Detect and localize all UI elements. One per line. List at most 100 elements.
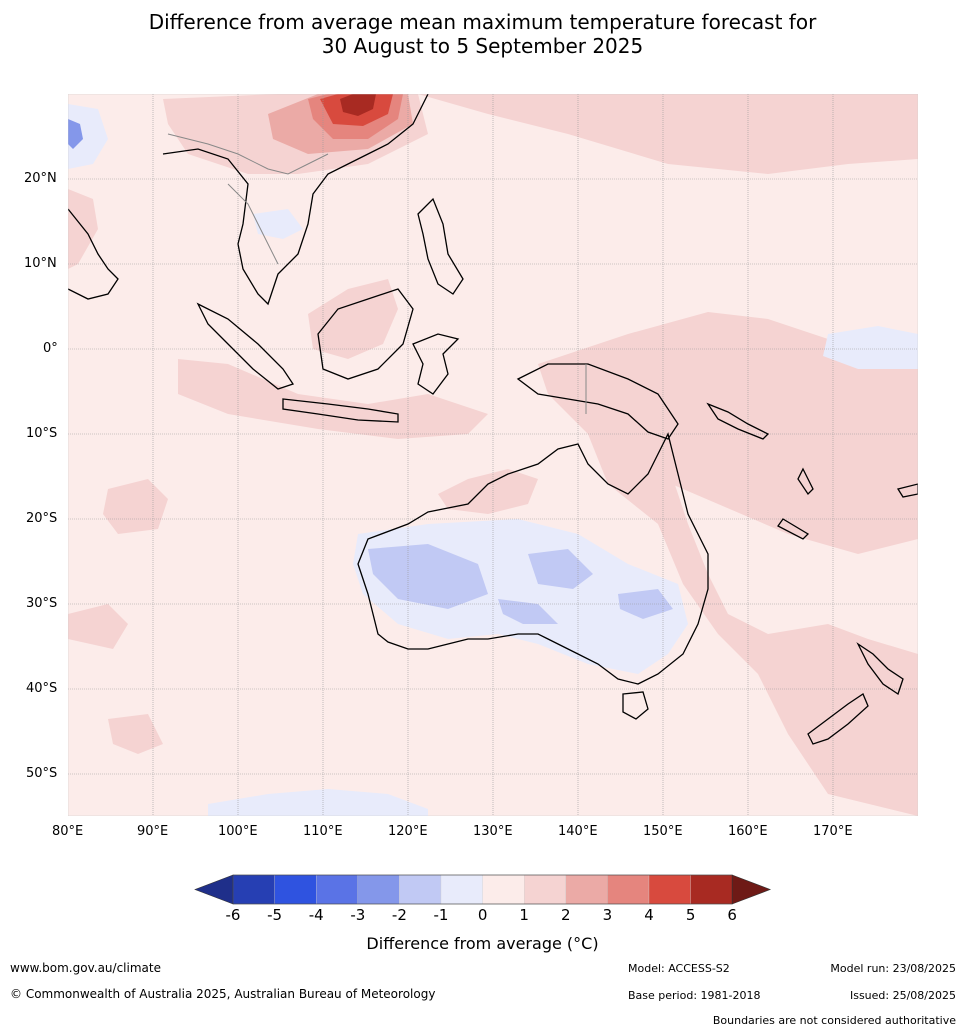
country-borders	[167, 133, 587, 414]
colorbar-swatch	[357, 874, 400, 905]
warm-region-borneo	[308, 279, 398, 359]
java-coastline	[282, 398, 399, 423]
colorbar-tick-label: 0	[478, 906, 488, 924]
lat-label-40s: 40°S	[26, 681, 58, 696]
footer-issued: Issued: 25/08/2025	[849, 989, 956, 1002]
anomaly-shading	[68, 94, 918, 816]
colorbar-swatch	[482, 874, 525, 905]
colorbar-tick-label: 5	[686, 906, 696, 924]
lat-label-30s: 30°S	[26, 596, 58, 611]
colorbar-swatch	[232, 874, 275, 905]
colorbar-tick-label: 3	[603, 906, 613, 924]
new-zealand-north	[856, 642, 904, 696]
cool-region-south	[208, 789, 428, 816]
vanuatu	[797, 467, 814, 496]
colorbar: -6 -5 -4 -3 -2 -1 0 1 2 3 4 5 6	[194, 874, 772, 924]
warm-region-india	[68, 189, 98, 269]
indochina-border	[167, 133, 329, 175]
colorbar-tick-label: -3	[350, 906, 365, 924]
lon-label-90e: 90°E	[137, 824, 169, 839]
colorbar-swatch	[524, 874, 566, 905]
lon-label-170e: 170°E	[813, 824, 853, 839]
lat-label-50s: 50°S	[26, 766, 58, 781]
footer-model-run: Model run: 23/08/2025	[830, 962, 956, 975]
colorbar-tick-label: -5	[267, 906, 282, 924]
new-zealand-south	[807, 693, 869, 745]
colorbar-tick-label: -6	[226, 906, 241, 924]
map-title: Difference from average mean maximum tem…	[0, 10, 965, 58]
cool-region-australia-5	[618, 589, 673, 619]
colorbar-extend-high	[731, 874, 772, 905]
lat-label-10n: 10°N	[24, 256, 57, 271]
cool-region-india-north	[68, 104, 108, 169]
lon-label-150e: 150°E	[643, 824, 683, 839]
footer-copyright: © Commonwealth of Australia 2025, Austra…	[10, 987, 436, 1001]
coastlines	[68, 94, 918, 745]
fiji	[896, 483, 918, 498]
warm-region-pacific-png	[538, 312, 918, 554]
lat-label-20s: 20°S	[26, 511, 58, 526]
title-line-1: Difference from average mean maximum tem…	[148, 10, 817, 34]
warm-region-bay-bengal	[193, 114, 228, 154]
graticule	[68, 94, 918, 816]
temperature-anomaly-map	[68, 94, 918, 816]
colorbar-tick-label: 4	[644, 906, 654, 924]
colorbar-ticks: -6 -5 -4 -3 -2 -1 0 1 2 3 4 5 6	[226, 906, 737, 924]
colorbar-tick-label: -2	[392, 906, 407, 924]
lat-label-20n: 20°N	[24, 171, 57, 186]
cool-region-east-pacific	[823, 326, 918, 369]
colorbar-swatch	[316, 874, 358, 905]
new-caledonia	[777, 518, 810, 540]
footer-model: Model: ACCESS-S2	[628, 962, 730, 975]
colorbar-frame	[232, 874, 733, 905]
warm-region-west-ocean	[103, 479, 168, 534]
warm-region-north-australia	[438, 469, 538, 514]
tasmania-coastline	[622, 691, 649, 720]
new-guinea-coastline	[516, 363, 679, 440]
warm-region-south	[108, 714, 163, 754]
cool-region-australia-3	[528, 549, 593, 589]
thailand-border	[227, 183, 279, 265]
lon-label-130e: 130°E	[473, 824, 513, 839]
lon-label-120e: 120°E	[388, 824, 428, 839]
lat-label-0: 0°	[43, 341, 58, 356]
warm-region-china-5	[340, 94, 376, 116]
australia-coastline	[357, 432, 709, 685]
colorbar-swatch	[690, 874, 733, 905]
warm-region-southwest	[68, 604, 128, 649]
colorbar-swatch	[565, 874, 608, 905]
lat-label-10s: 10°S	[26, 426, 58, 441]
lon-label-110e: 110°E	[303, 824, 343, 839]
warm-region-sumatra-sea	[178, 359, 488, 439]
cool-region-vietnam	[253, 209, 303, 239]
warm-band-north-pacific	[418, 94, 918, 174]
colorbar-swatches	[194, 874, 772, 905]
sumatra-coastline	[196, 302, 295, 390]
colorbar-swatch	[648, 874, 691, 905]
cool-region-australia-4	[498, 599, 558, 624]
borneo-coastline	[317, 288, 414, 380]
solomon-islands	[706, 402, 770, 440]
colorbar-tick-label: -4	[309, 906, 324, 924]
cool-region-australia-2	[368, 544, 488, 609]
warm-region-coral-sea	[588, 429, 918, 816]
sulawesi-coastline	[412, 333, 460, 395]
footer-base-period: Base period: 1981-2018	[628, 989, 761, 1002]
colorbar-label: Difference from average (°C)	[366, 934, 599, 953]
colorbar-tick-label: 1	[519, 906, 529, 924]
title-line-2: 30 August to 5 September 2025	[321, 34, 644, 58]
colorbar-swatch	[607, 874, 650, 905]
lon-label-160e: 160°E	[728, 824, 768, 839]
colorbar-swatch	[399, 874, 442, 905]
colorbar-swatch	[440, 874, 483, 905]
india-coastline	[68, 208, 119, 300]
colorbar-swatch	[274, 874, 317, 905]
colorbar-extend-low	[194, 874, 234, 905]
lon-label-100e: 100°E	[218, 824, 258, 839]
cool-region-india-north-2	[68, 119, 83, 149]
mainland-asia-coastline	[162, 94, 429, 306]
colorbar-tick-label: -1	[434, 906, 449, 924]
footer-disclaimer: Boundaries are not considered authoritat…	[712, 1014, 956, 1027]
lon-label-80e: 80°E	[52, 824, 84, 839]
colorbar-tick-label: 2	[561, 906, 571, 924]
